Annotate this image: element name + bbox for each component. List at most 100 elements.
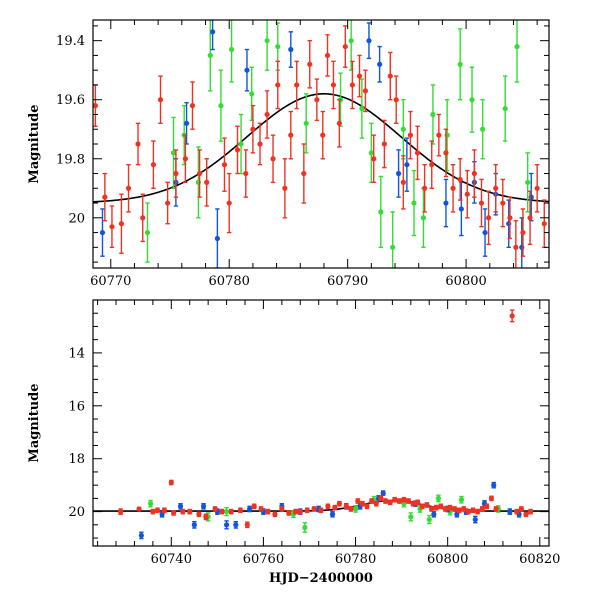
data-point [493,506,499,512]
bottom-plot-area [93,309,549,540]
data-point [364,503,370,510]
marker [286,510,292,516]
x-tick-label: 60770 [90,274,131,289]
marker [329,511,336,517]
marker [433,505,439,511]
data-point [258,506,264,512]
marker [182,156,188,162]
marker [405,498,412,504]
data-point [415,499,421,506]
data-point [395,149,402,198]
data-point [189,81,196,130]
marker [343,503,349,509]
marker [228,46,235,53]
marker [99,229,106,236]
marker [469,97,475,103]
marker [534,185,540,191]
marker [214,235,220,242]
data-point [513,220,519,268]
data-point [373,500,379,507]
data-point [458,495,465,504]
data-point [244,521,250,529]
data-point [301,143,307,204]
marker [541,221,547,227]
marker [258,506,264,512]
marker [189,103,196,109]
data-point [404,137,410,192]
data-point [264,90,270,139]
marker [150,162,157,168]
data-point [525,152,531,213]
data-point [203,513,209,521]
marker [177,503,184,509]
marker [135,141,141,147]
marker [247,506,253,512]
data-point [355,498,361,504]
top-frame [92,19,550,269]
data-point [514,20,520,83]
marker [238,141,244,147]
data-point [401,496,407,503]
marker [378,209,384,215]
data-point [405,498,412,504]
data-point [324,34,331,77]
data-point [180,508,186,515]
data-point [520,208,526,257]
x-tick-label: 60780 [209,274,250,289]
marker [228,509,234,515]
marker [438,503,444,509]
data-point [369,498,375,504]
marker [171,510,177,516]
marker [456,507,462,513]
data-point [378,175,384,249]
marker [520,229,526,236]
data-point [447,504,453,511]
marker [408,514,414,520]
marker [180,509,186,515]
marker [443,200,449,206]
data-point [332,504,338,511]
data-point [297,508,303,515]
data-point [244,48,250,92]
marker [264,38,270,44]
data-point [400,155,406,210]
marker [484,503,490,509]
marker [507,509,513,515]
data-point [303,93,309,154]
data-point [243,149,249,198]
marker [400,179,406,185]
data-point [204,158,210,207]
marker [288,46,294,53]
marker [447,505,453,511]
data-point [482,208,488,257]
y-tick-label: 18 [68,452,85,467]
marker [500,200,506,206]
marker [390,244,396,250]
data-point [387,499,393,506]
x-tick-label: 60740 [151,552,192,567]
marker [352,506,359,512]
marker [223,509,230,515]
marker [514,43,520,50]
data-point [138,531,144,540]
marker [443,150,449,156]
marker [237,507,243,513]
marker [311,506,317,512]
data-point [275,60,281,110]
data-point [485,190,492,246]
marker [393,97,399,103]
marker [356,73,363,79]
marker [297,509,303,515]
data-point [307,39,313,89]
marker [303,120,309,126]
bottom-frame [92,299,550,547]
data-point [429,140,435,189]
marker [218,103,224,109]
x-tick-label: 60760 [243,552,284,567]
marker [518,506,524,512]
data-point [233,520,239,529]
data-point [325,503,331,510]
marker [380,490,386,496]
model-curve [93,93,549,203]
data-point [456,507,462,514]
